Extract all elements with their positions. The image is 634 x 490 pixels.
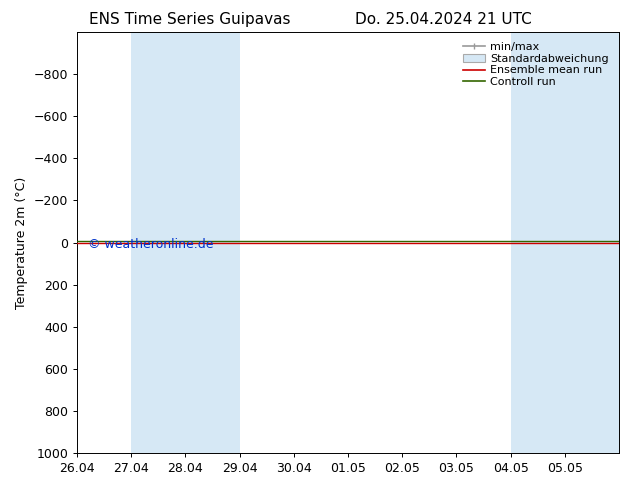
Legend: min/max, Standardabweichung, Ensemble mean run, Controll run: min/max, Standardabweichung, Ensemble me… — [458, 38, 614, 92]
Text: ENS Time Series Guipavas: ENS Time Series Guipavas — [89, 12, 291, 27]
Bar — [510, 32, 619, 453]
Y-axis label: Temperature 2m (°C): Temperature 2m (°C) — [15, 176, 28, 309]
Bar — [131, 32, 240, 453]
Text: Do. 25.04.2024 21 UTC: Do. 25.04.2024 21 UTC — [356, 12, 532, 27]
Text: © weatheronline.de: © weatheronline.de — [88, 238, 214, 251]
